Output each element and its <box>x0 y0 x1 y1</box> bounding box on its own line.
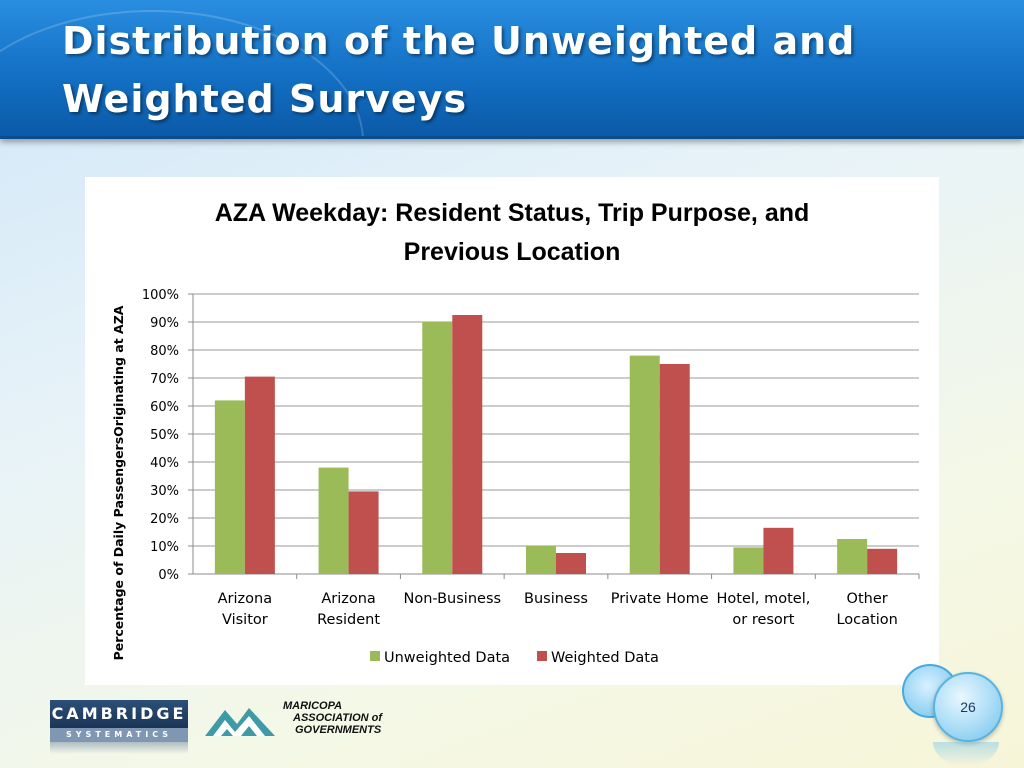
x-tick-label: Other <box>847 591 888 607</box>
bar-unweighted-data <box>629 355 660 574</box>
slide-title: Distribution of the Unweighted and Weigh… <box>62 12 962 128</box>
page-number-badge: 26 <box>933 672 1003 742</box>
x-tick-labels: Arizona Visitor Arizona Resident Non-Busines… <box>218 591 898 628</box>
bar-unweighted-data <box>214 400 245 574</box>
bar-weighted-data <box>556 553 586 574</box>
bar-weighted-data <box>452 315 483 574</box>
y-tick-label: 40% <box>150 456 179 471</box>
bar-chart: AZA Weekday: Resident Status, Trip Purpo… <box>111 199 920 666</box>
chart-title-line1: AZA Weekday: Resident Status, Trip Purpo… <box>215 199 810 227</box>
y-tick-label: 100% <box>142 288 179 303</box>
legend-swatch <box>370 651 380 661</box>
y-axis-label: Percentage of Daily PassengersOriginatin… <box>111 305 126 660</box>
bar-unweighted-data <box>526 546 556 574</box>
bar-unweighted-data <box>837 539 868 574</box>
bar-weighted-data <box>244 376 275 574</box>
legend-label: Weighted Data <box>551 650 659 666</box>
page-badge-reflection <box>933 742 999 766</box>
chart-panel: AZA Weekday: Resident Status, Trip Purpo… <box>85 177 939 685</box>
bars <box>214 315 898 574</box>
bar-weighted-data <box>348 491 379 574</box>
x-tick-label: Business <box>524 591 588 607</box>
cambridge-logo-reflection <box>50 742 188 754</box>
x-tick-label: Arizona <box>218 591 272 607</box>
cambridge-systematics-logo: CAMBRIDGE SYSTEMATICS <box>50 700 188 754</box>
slide-title-line2: Weighted Surveys <box>62 77 468 121</box>
y-tick-label: 30% <box>150 484 179 499</box>
chart-title-line2: Previous Location <box>404 238 621 266</box>
bar-unweighted-data <box>318 467 349 574</box>
mag-logo-line1: MARICOPA <box>283 700 343 712</box>
mountains-icon <box>205 708 275 736</box>
y-tick-label: 10% <box>150 540 179 555</box>
gridlines <box>188 293 920 579</box>
x-tick-label: or resort <box>732 612 794 628</box>
y-tick-labels: 0% 10% 20% 30% 40% 50% 60% 70% 80% 90% 100% <box>142 288 179 583</box>
cambridge-logo-name: CAMBRIDGE <box>50 700 188 728</box>
legend-label: Unweighted Data <box>384 650 510 666</box>
legend: Unweighted Data Weighted Data <box>370 650 659 666</box>
page-number: 26 <box>960 699 976 715</box>
mag-logo: MARICOPA ASSOCIATION of GOVERNMENTS <box>205 700 420 740</box>
bar-weighted-data <box>867 548 898 574</box>
y-tick-label: 60% <box>150 400 179 415</box>
y-tick-label: 50% <box>150 428 179 443</box>
x-tick-label: Hotel, motel, <box>716 591 810 607</box>
bar-unweighted-data <box>422 322 453 574</box>
bar-weighted-data <box>763 527 794 574</box>
x-tick-label: Non-Business <box>403 591 501 607</box>
y-tick-label: 20% <box>150 512 179 527</box>
x-tick-label: Location <box>836 612 897 628</box>
y-tick-label: 0% <box>158 568 179 583</box>
x-tick-label: Resident <box>317 612 380 628</box>
y-tick-label: 80% <box>150 344 179 359</box>
bar-weighted-data <box>659 364 690 574</box>
slide-header: Distribution of the Unweighted and Weigh… <box>0 0 1024 139</box>
mag-logo-line2: ASSOCIATION of <box>293 712 383 724</box>
mag-logo-text: MARICOPA ASSOCIATION of GOVERNMENTS <box>275 700 425 736</box>
cambridge-logo-sub: SYSTEMATICS <box>50 728 188 742</box>
slide-title-line1: Distribution of the Unweighted and <box>62 19 856 63</box>
bar-unweighted-data <box>733 547 764 574</box>
y-tick-label: 70% <box>150 372 179 387</box>
mag-logo-line3: GOVERNMENTS <box>295 724 382 736</box>
legend-swatch <box>537 651 547 661</box>
y-tick-label: 90% <box>150 316 179 331</box>
x-tick-label: Arizona <box>321 591 375 607</box>
x-tick-label: Private Home <box>611 591 709 607</box>
x-tick-label: Visitor <box>222 612 268 628</box>
